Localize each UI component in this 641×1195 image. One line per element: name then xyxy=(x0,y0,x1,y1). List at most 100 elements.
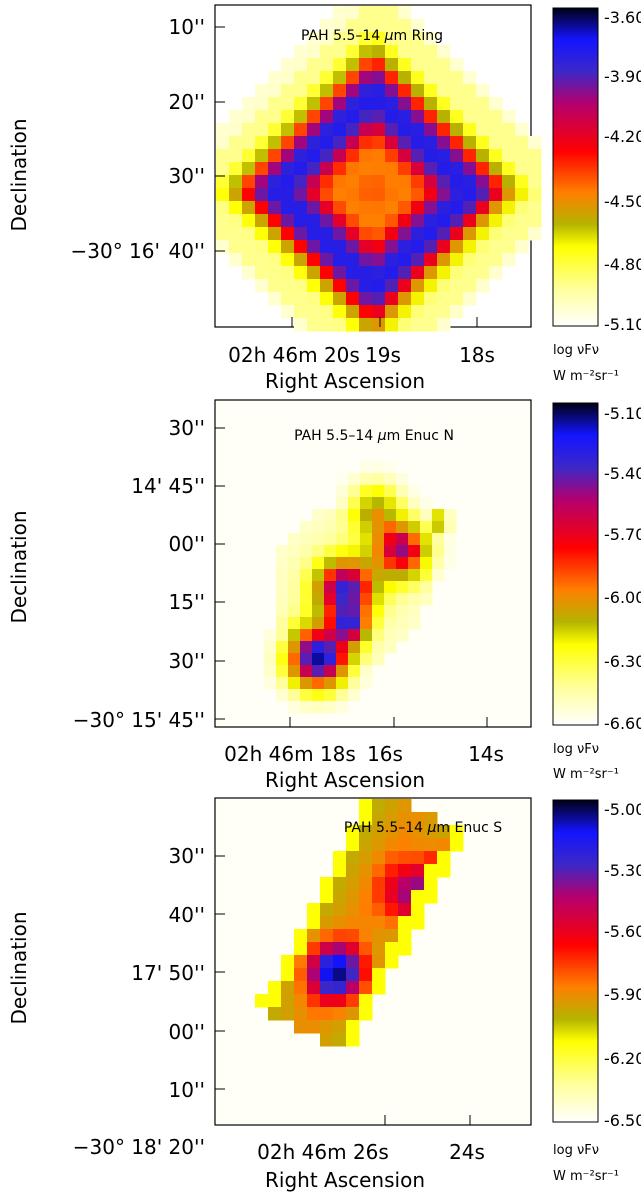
map-pixel xyxy=(437,58,451,72)
map-pixel xyxy=(424,214,438,228)
map-pixel xyxy=(450,58,464,72)
map-pixel xyxy=(242,227,256,241)
map-pixel xyxy=(372,71,386,85)
map-pixel xyxy=(424,45,438,59)
colorbar-tick-labels: -3.60 -3.90 -4.20 -4.50 -4.80 -5.10 xyxy=(604,8,641,334)
map-pixel xyxy=(385,214,399,228)
map-pixel xyxy=(312,533,325,546)
x-tick-labels: 02h 46m 26s 24s xyxy=(257,1140,485,1164)
map-pixel xyxy=(360,461,373,474)
map-pixel xyxy=(502,214,516,228)
map-pixel xyxy=(450,825,464,839)
map-pixel xyxy=(398,240,412,254)
map-pixel xyxy=(348,569,361,582)
map-pixel xyxy=(385,45,399,59)
map-pixel xyxy=(333,214,347,228)
map-pixel xyxy=(424,110,438,124)
map-pixel xyxy=(463,110,477,124)
map-pixel xyxy=(294,123,308,137)
map-pixel xyxy=(229,227,243,241)
map-pixel xyxy=(288,581,301,594)
map-pixel xyxy=(408,593,421,606)
map-pixel xyxy=(384,569,397,582)
map-pixel xyxy=(411,240,425,254)
map-pixel xyxy=(398,123,412,137)
map-pixel xyxy=(424,136,438,150)
map-pixel xyxy=(346,981,360,995)
map-pixel xyxy=(359,162,373,176)
map-pixel xyxy=(336,641,349,654)
map-pixel xyxy=(333,1020,347,1034)
map-pixel xyxy=(372,240,386,254)
map-pixel xyxy=(424,838,438,852)
map-pixel xyxy=(346,253,360,267)
y-tick-label: 30'' xyxy=(169,164,205,188)
map-pixel xyxy=(372,581,385,594)
map-pixel xyxy=(396,533,409,546)
map-pixel xyxy=(372,617,385,630)
map-pixel xyxy=(320,45,334,59)
map-pixel xyxy=(463,214,477,228)
map-pixel xyxy=(424,32,438,46)
map-pixel xyxy=(372,968,386,982)
map-pixel xyxy=(476,97,490,111)
map-pixel xyxy=(346,71,360,85)
map-pixel xyxy=(255,253,269,267)
map-pixel xyxy=(476,175,490,189)
map-pixel xyxy=(398,58,412,72)
map-pixel xyxy=(385,877,399,891)
colorbar-tick-labels: -5.10 -5.40 -5.70 -6.00 -6.30 -6.60 xyxy=(604,404,641,733)
map-pixel xyxy=(300,653,313,666)
map-pixel xyxy=(502,253,516,267)
map-pixel xyxy=(359,214,373,228)
map-pixel xyxy=(216,227,230,241)
map-pixel xyxy=(281,71,295,85)
map-pixel xyxy=(346,1033,360,1047)
map-pixel xyxy=(320,240,334,254)
map-pixel xyxy=(294,110,308,124)
map-pixel xyxy=(320,1033,334,1047)
map-pixel xyxy=(372,58,386,72)
map-pixel xyxy=(385,123,399,137)
map-pixel xyxy=(359,994,373,1008)
map-pixel xyxy=(320,942,334,956)
map-pixel xyxy=(424,812,438,826)
map-pixel xyxy=(333,253,347,267)
map-pixel xyxy=(385,149,399,163)
y-tick-label: 40'' xyxy=(169,239,205,263)
map-pixel xyxy=(450,240,464,254)
map-pixel xyxy=(424,188,438,202)
map-pixel xyxy=(372,162,386,176)
map-pixel xyxy=(346,851,360,865)
map-pixel xyxy=(216,240,230,254)
map-pixel xyxy=(424,305,438,319)
map-pixel xyxy=(229,240,243,254)
y-tick-label: 10'' xyxy=(169,1078,205,1102)
map-pixel xyxy=(268,253,282,267)
map-pixel xyxy=(346,45,360,59)
map-pixel xyxy=(346,97,360,111)
map-pixel xyxy=(333,19,347,33)
map-pixel xyxy=(346,305,360,319)
map-pixel xyxy=(333,890,347,904)
map-pixel xyxy=(372,97,386,111)
map-pixel xyxy=(463,266,477,280)
map-pixel xyxy=(324,689,337,702)
map-pixel xyxy=(385,812,399,826)
map-pixel xyxy=(515,240,529,254)
map-pixel xyxy=(268,136,282,150)
map-pixel xyxy=(360,509,373,522)
map-pixel xyxy=(333,58,347,72)
map-pixel xyxy=(515,149,529,163)
map-pixel xyxy=(333,188,347,202)
map-pixel xyxy=(346,825,360,839)
map-pixel xyxy=(437,162,451,176)
map-pixel xyxy=(268,188,282,202)
map-pixel xyxy=(502,136,516,150)
map-pixel xyxy=(437,175,451,189)
map-pixel xyxy=(281,201,295,215)
map-pixel xyxy=(268,292,282,306)
map-pixel xyxy=(411,253,425,267)
map-pixel xyxy=(372,838,386,852)
map-pixel xyxy=(450,123,464,137)
